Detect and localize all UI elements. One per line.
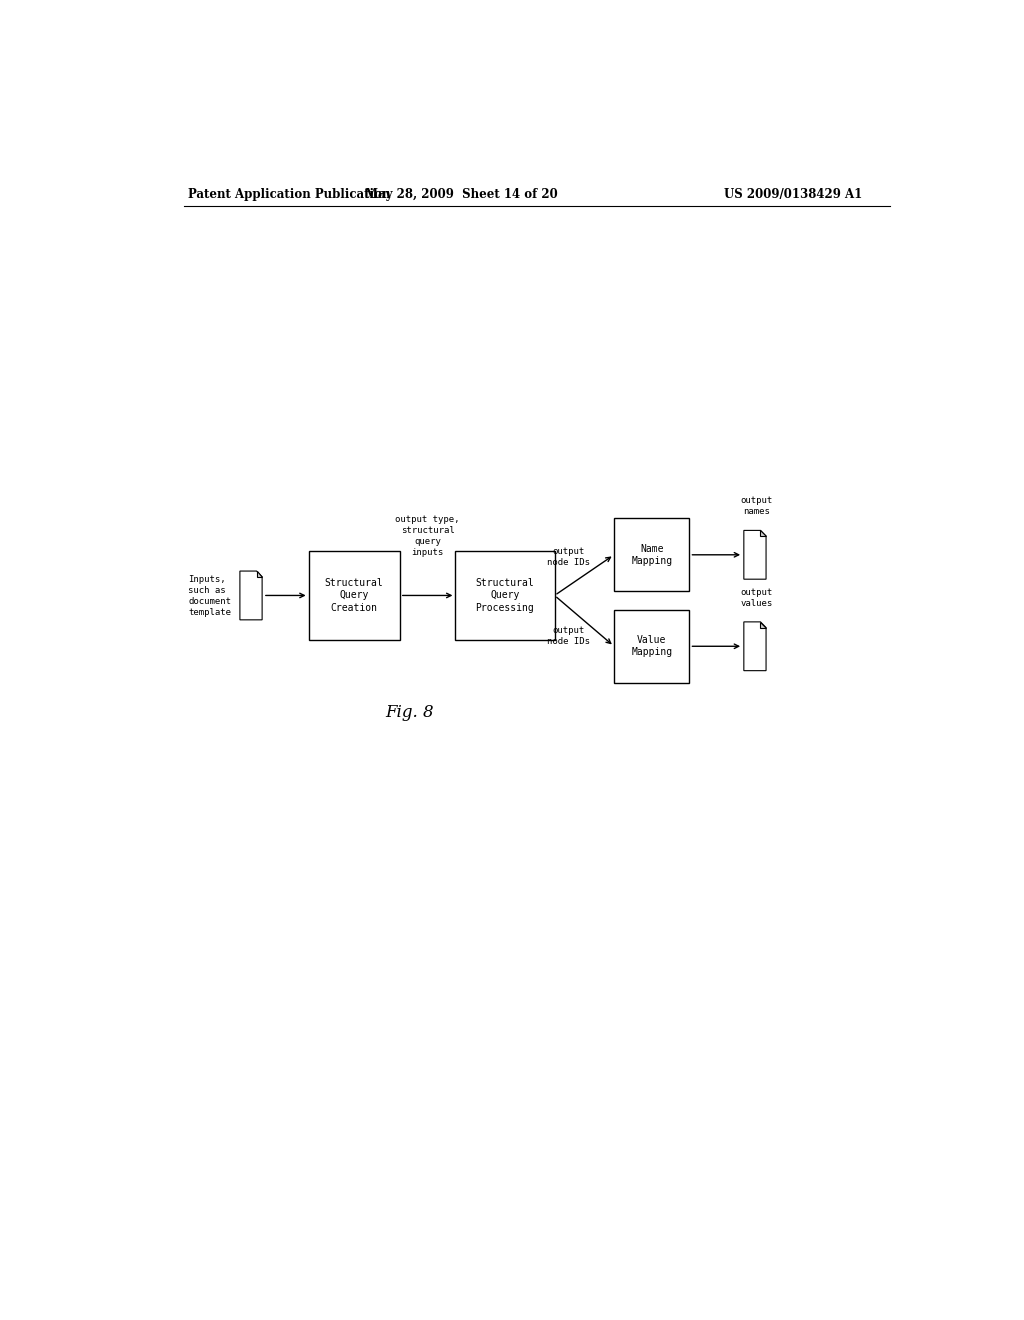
Text: Name
Mapping: Name Mapping bbox=[631, 544, 673, 566]
Text: output
node IDs: output node IDs bbox=[547, 546, 590, 568]
Bar bbox=[308, 550, 399, 640]
Text: Value
Mapping: Value Mapping bbox=[631, 635, 673, 657]
Bar bbox=[614, 519, 689, 591]
Text: Fig. 8: Fig. 8 bbox=[385, 704, 434, 721]
Bar bbox=[614, 610, 689, 682]
Text: output
values: output values bbox=[740, 587, 773, 607]
Polygon shape bbox=[761, 531, 766, 536]
Polygon shape bbox=[240, 572, 262, 620]
Text: output
node IDs: output node IDs bbox=[547, 626, 590, 645]
Text: Inputs,
such as
document
template: Inputs, such as document template bbox=[188, 576, 231, 618]
Polygon shape bbox=[743, 622, 766, 671]
Text: Patent Application Publication: Patent Application Publication bbox=[187, 189, 390, 202]
Text: May 28, 2009  Sheet 14 of 20: May 28, 2009 Sheet 14 of 20 bbox=[365, 189, 558, 202]
Polygon shape bbox=[257, 572, 262, 577]
Polygon shape bbox=[743, 531, 766, 579]
Text: output
names: output names bbox=[740, 496, 773, 516]
Text: output type,
structural
query
inputs: output type, structural query inputs bbox=[395, 515, 460, 557]
Text: Structural
Query
Creation: Structural Query Creation bbox=[325, 578, 384, 612]
Polygon shape bbox=[761, 622, 766, 627]
Text: Structural
Query
Processing: Structural Query Processing bbox=[475, 578, 535, 612]
Text: US 2009/0138429 A1: US 2009/0138429 A1 bbox=[724, 189, 862, 202]
Bar bbox=[456, 550, 555, 640]
